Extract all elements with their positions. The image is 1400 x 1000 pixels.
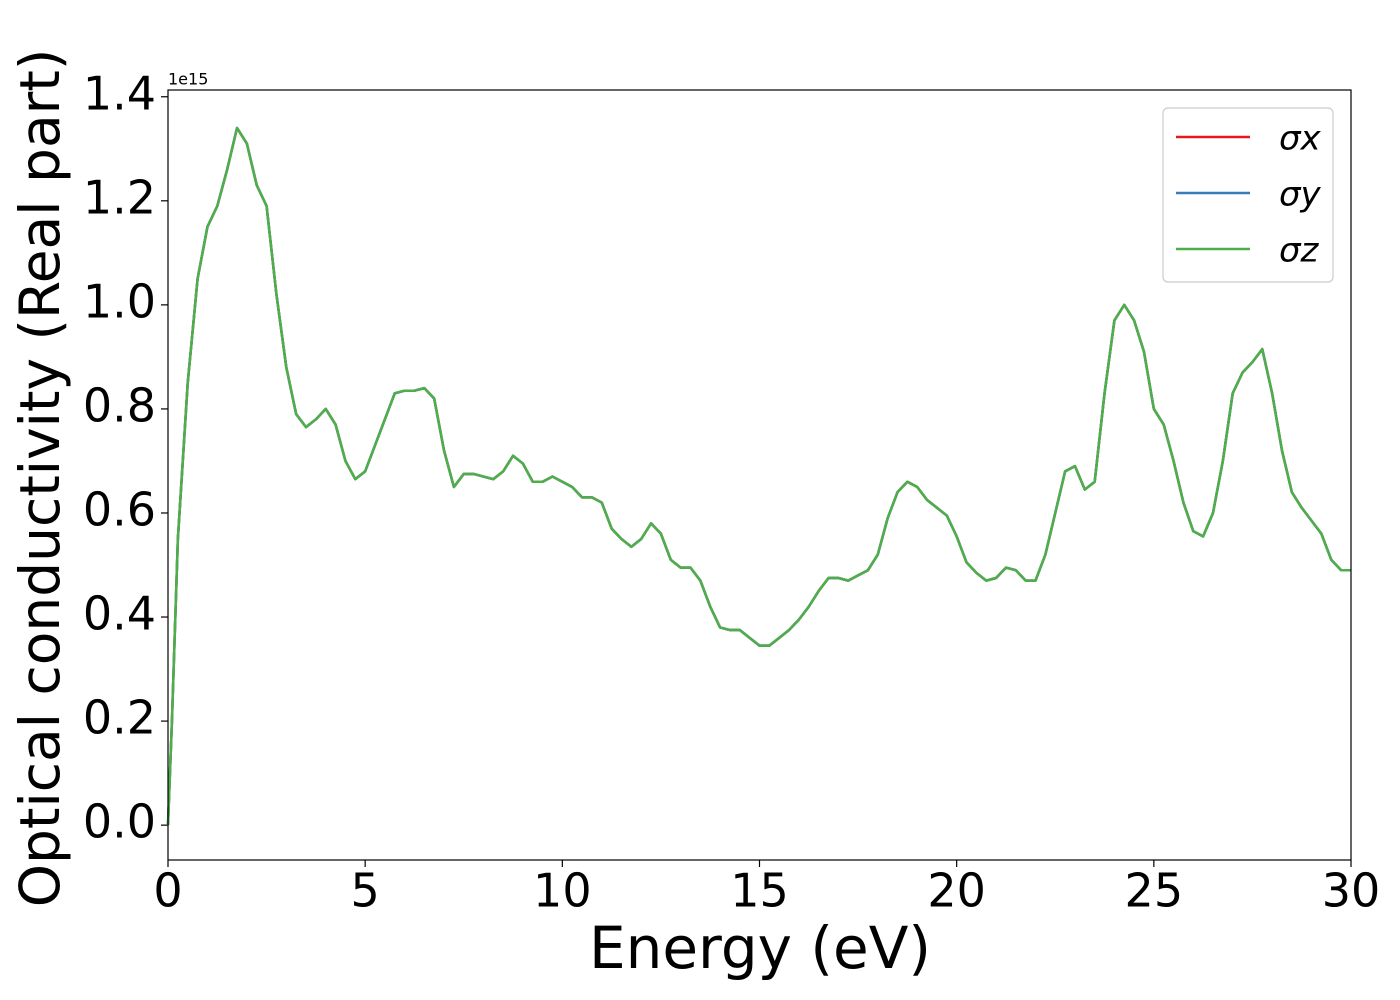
y-tick-label: 0.6 [83,482,156,536]
data-line [166,126,1351,826]
x-tick-label: 25 [1125,864,1184,918]
y-tick-label: 1.2 [83,170,156,224]
x-tick-label: 5 [351,864,380,918]
legend-label: σy [1279,175,1322,215]
x-tick-label: 30 [1322,864,1381,918]
y-tick-label: 0.2 [83,691,156,745]
x-tick-label: 20 [927,864,986,918]
y-tick-label: 0.4 [83,587,156,641]
offset-text: 1e15 [168,70,208,89]
plot-frame [167,89,1352,861]
y-tick-label: 0.8 [83,378,156,432]
y-tick-label: 0.0 [83,795,156,849]
legend-label: σz [1279,231,1320,271]
y-axis-label: Optical conductivity (Real part) [8,49,72,908]
y-tick-label: 1.4 [83,66,156,120]
x-tick-label: 10 [533,864,592,918]
legend-box [1162,107,1334,283]
x-axis-label: Energy (eV) [589,914,931,982]
legend-label: σx [1279,119,1322,159]
x-tick-label: 15 [730,864,789,918]
x-tick-label: 0 [153,864,182,918]
y-tick-label: 1.0 [83,274,156,328]
